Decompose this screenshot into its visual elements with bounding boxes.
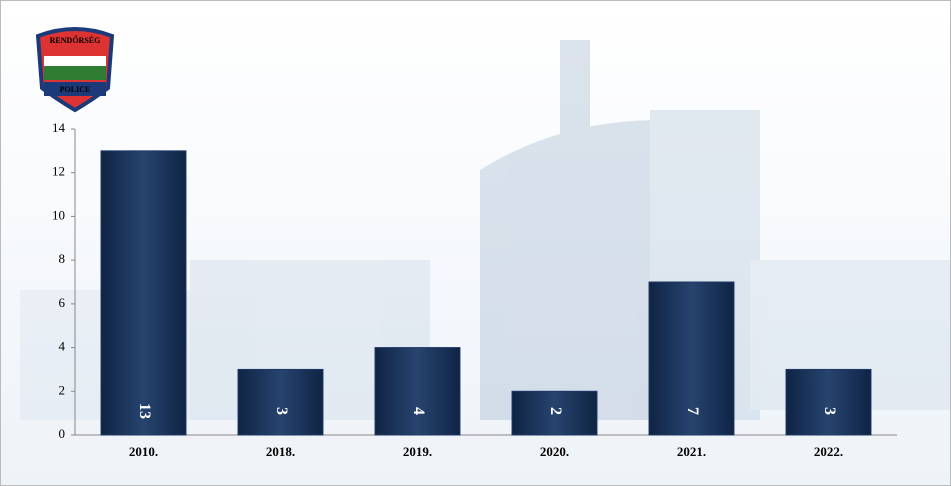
y-tick-label: 0 xyxy=(59,426,66,441)
x-tick-label: 2010. xyxy=(129,444,158,459)
page: RENDŐRSÉG POLICE 0 2 4 6 8 10 12 14 2010. 13 2018.… xyxy=(0,0,951,486)
value-label: 3 xyxy=(273,407,290,415)
logo-top: RENDŐRSÉG xyxy=(50,35,101,45)
bar xyxy=(101,151,186,435)
x-tick-label: 2022. xyxy=(814,444,843,459)
y-tick-label: 2 xyxy=(59,382,66,397)
y-tick-label: 10 xyxy=(52,207,65,222)
y-tick-label: 12 xyxy=(52,164,65,179)
x-tick-label: 2020. xyxy=(540,444,569,459)
x-tick-label: 2018. xyxy=(266,444,295,459)
x-tick-label: 2021. xyxy=(677,444,706,459)
value-label: 4 xyxy=(410,407,427,415)
value-label: 2 xyxy=(547,407,564,415)
y-tick-label: 8 xyxy=(59,251,66,266)
x-tick-label: 2019. xyxy=(403,444,432,459)
bar xyxy=(786,369,871,435)
value-label: 3 xyxy=(821,407,838,415)
logo-bottom: POLICE xyxy=(60,85,91,94)
value-label: 7 xyxy=(684,407,701,415)
y-tick-label: 14 xyxy=(52,120,66,135)
y-tick-label: 6 xyxy=(59,295,66,310)
bar xyxy=(238,369,323,435)
y-tick-label: 4 xyxy=(59,339,66,354)
bar xyxy=(375,348,460,435)
value-label: 13 xyxy=(136,403,153,419)
chart: RENDŐRSÉG POLICE 0 2 4 6 8 10 12 14 2010. 13 2018.… xyxy=(0,0,951,486)
